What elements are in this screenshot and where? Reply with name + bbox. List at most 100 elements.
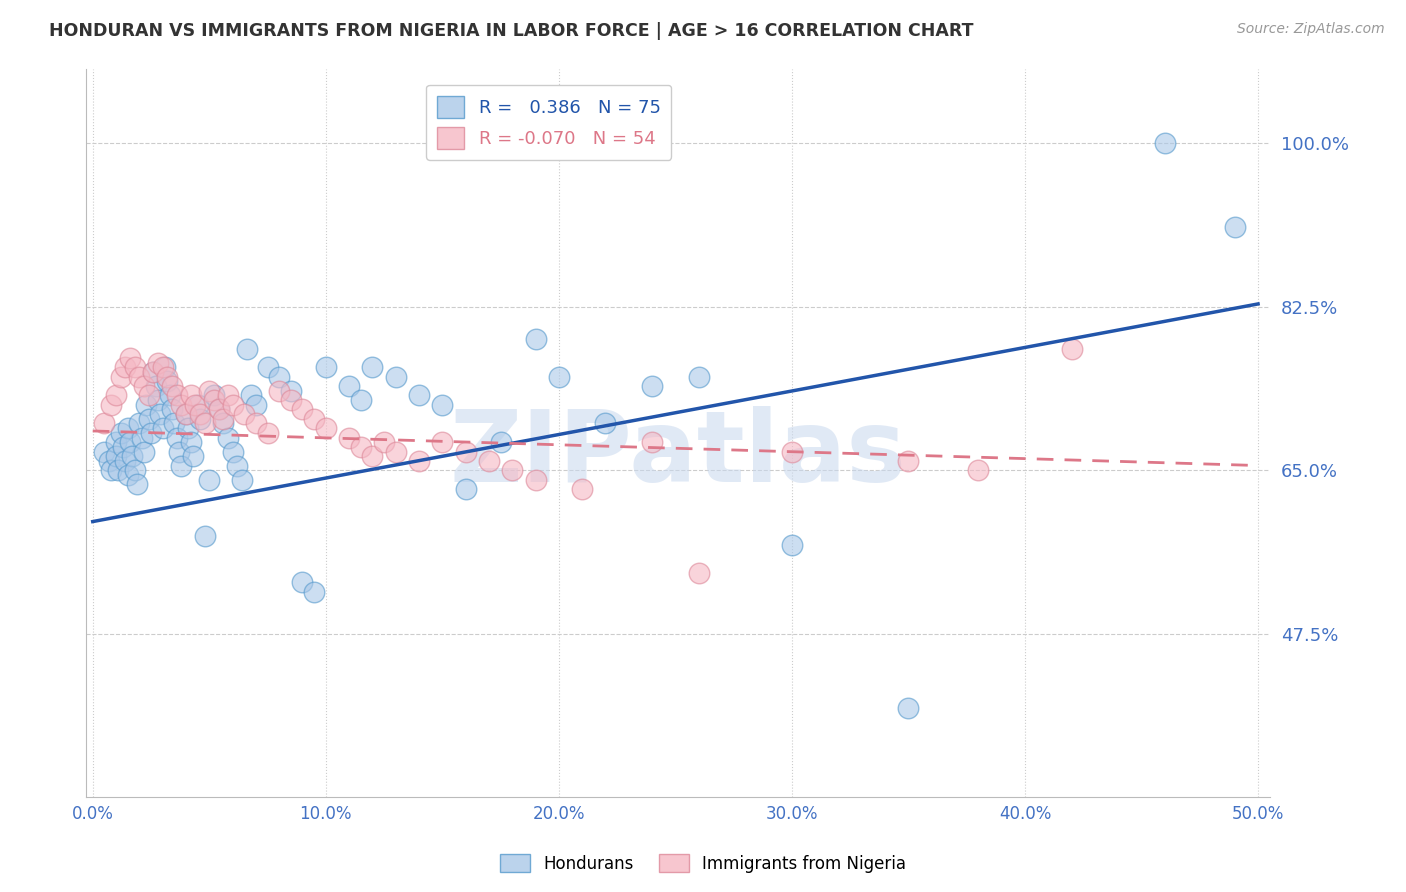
Point [897, 454, 920, 468]
Point [142, 365, 165, 379]
Point [152, 421, 174, 435]
Point [188, 407, 211, 421]
Point [315, 360, 337, 375]
Point [159, 388, 181, 402]
Point [131, 430, 153, 444]
Point [231, 473, 253, 487]
Point [571, 482, 593, 496]
Point [245, 398, 267, 412]
Point [1153, 136, 1175, 151]
Point [194, 417, 217, 431]
Point [194, 528, 217, 542]
Point [384, 369, 406, 384]
Point [641, 435, 664, 450]
Point [291, 575, 314, 590]
Point [100, 463, 122, 477]
Point [125, 477, 148, 491]
Point [93, 444, 115, 458]
Point [256, 360, 278, 375]
Point [166, 388, 188, 402]
Point [408, 388, 430, 402]
Point [139, 425, 162, 440]
Point [384, 444, 406, 458]
Point [408, 454, 430, 468]
Point [100, 398, 122, 412]
Point [188, 412, 211, 426]
Point [110, 369, 132, 384]
Point [337, 379, 360, 393]
Point [432, 398, 454, 412]
Point [105, 388, 128, 402]
Point [198, 473, 221, 487]
Point [269, 369, 291, 384]
Point [138, 412, 160, 426]
Point [163, 417, 186, 431]
Text: Source: ZipAtlas.com: Source: ZipAtlas.com [1237, 22, 1385, 37]
Point [240, 388, 263, 402]
Point [138, 388, 160, 402]
Point [124, 360, 146, 375]
Point [780, 538, 803, 552]
Point [350, 440, 373, 454]
Point [226, 458, 249, 473]
Point [235, 342, 257, 356]
Point [217, 430, 239, 444]
Point [142, 365, 165, 379]
Point [132, 444, 155, 458]
Point [170, 398, 193, 412]
Point [212, 412, 235, 426]
Point [207, 402, 229, 417]
Point [107, 463, 129, 477]
Legend: Hondurans, Immigrants from Nigeria: Hondurans, Immigrants from Nigeria [494, 847, 912, 880]
Point [233, 407, 256, 421]
Point [688, 566, 710, 580]
Point [145, 379, 167, 393]
Point [198, 384, 221, 398]
Point [501, 463, 523, 477]
Point [780, 444, 803, 458]
Legend: R =   0.386   N = 75, R = -0.070   N = 54: R = 0.386 N = 75, R = -0.070 N = 54 [426, 85, 672, 160]
Point [181, 449, 204, 463]
Point [454, 482, 477, 496]
Point [373, 435, 395, 450]
Point [98, 454, 121, 468]
Point [361, 449, 384, 463]
Point [256, 425, 278, 440]
Point [156, 369, 179, 384]
Point [177, 421, 200, 435]
Point [180, 435, 202, 450]
Point [112, 440, 135, 454]
Point [146, 393, 169, 408]
Point [167, 444, 190, 458]
Point [128, 417, 150, 431]
Point [221, 444, 243, 458]
Point [105, 449, 128, 463]
Text: HONDURAN VS IMMIGRANTS FROM NIGERIA IN LABOR FORCE | AGE > 16 CORRELATION CHART: HONDURAN VS IMMIGRANTS FROM NIGERIA IN L… [49, 22, 974, 40]
Point [432, 435, 454, 450]
Point [153, 360, 176, 375]
Point [478, 454, 501, 468]
Point [454, 444, 477, 458]
Point [160, 402, 183, 417]
Point [202, 393, 225, 408]
Point [641, 379, 664, 393]
Point [128, 369, 150, 384]
Point [245, 417, 267, 431]
Point [202, 388, 225, 402]
Point [280, 393, 302, 408]
Point [118, 435, 141, 450]
Point [269, 384, 291, 398]
Point [280, 384, 302, 398]
Point [174, 407, 197, 421]
Point [180, 388, 202, 402]
Point [121, 449, 143, 463]
Point [152, 360, 174, 375]
Point [547, 369, 569, 384]
Point [361, 360, 384, 375]
Point [897, 701, 920, 715]
Point [149, 407, 172, 421]
Point [1223, 220, 1246, 235]
Point [524, 333, 547, 347]
Point [110, 425, 132, 440]
Text: ZIPatlas: ZIPatlas [450, 406, 905, 503]
